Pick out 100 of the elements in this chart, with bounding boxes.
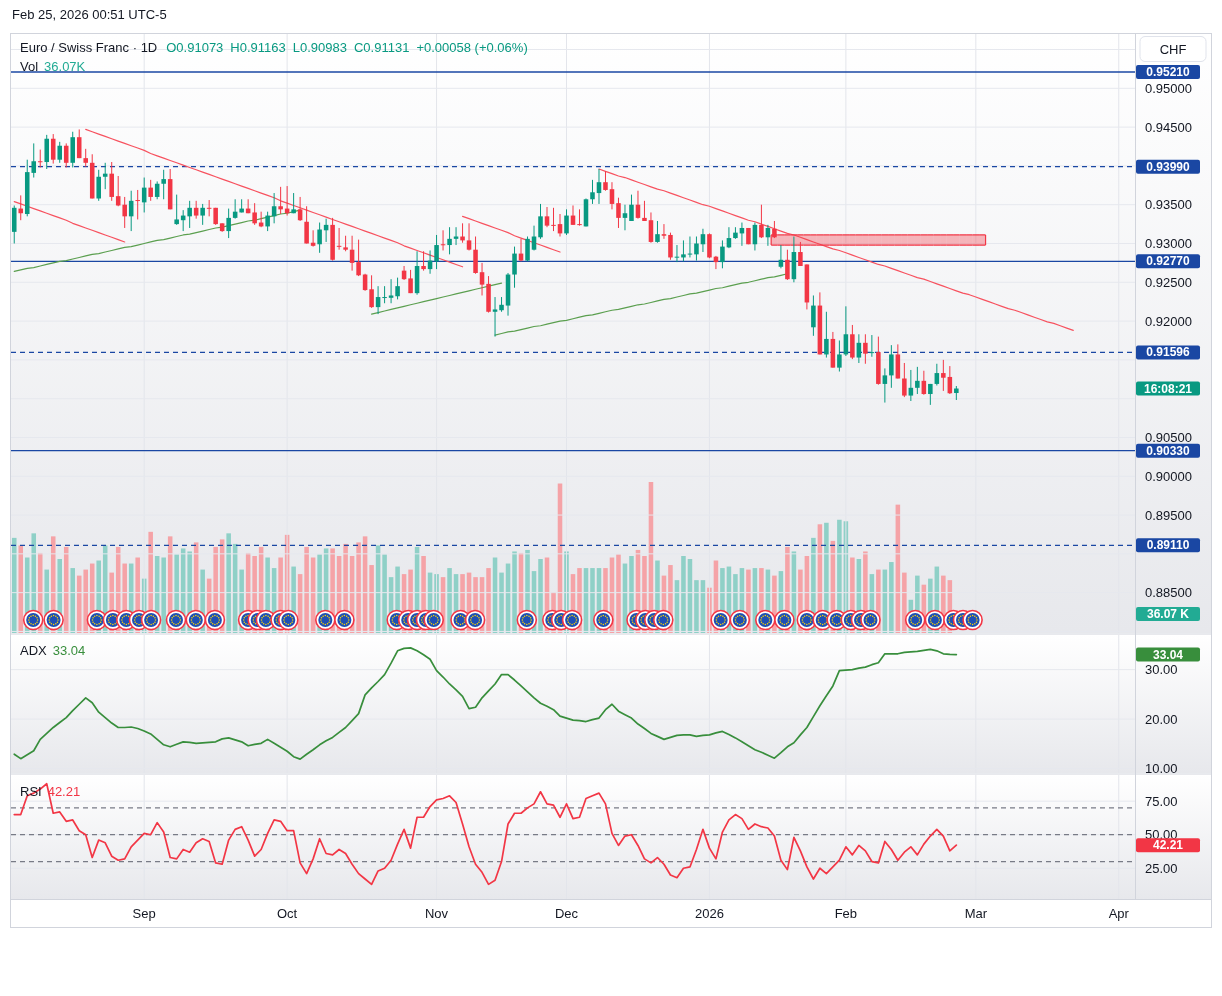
candlestick: [161, 169, 166, 200]
candlestick: [544, 206, 550, 228]
candlestick: [512, 246, 517, 289]
candlestick: [447, 226, 452, 255]
candlestick: [882, 367, 888, 404]
text: Vol: [20, 58, 39, 74]
y-tick-label: 0.88500: [1145, 585, 1192, 601]
y-tick-label: 20.00: [1145, 711, 1178, 727]
ref-line-label: 0.91596: [1146, 345, 1191, 360]
annotation: 36.07K: [44, 58, 86, 74]
candlestick: [50, 133, 56, 165]
bar: [11, 537, 17, 633]
candlestick: [759, 204, 764, 239]
bar: [889, 562, 894, 633]
candlestick: [96, 169, 101, 202]
bar: [512, 551, 517, 633]
candlestick: [382, 285, 387, 304]
candlestick: [525, 236, 530, 262]
bar: [18, 545, 24, 633]
candlestick: [356, 239, 361, 277]
candlestick: [473, 236, 478, 275]
candlestick: [57, 141, 62, 164]
candlestick: [564, 208, 569, 236]
candlestick: [148, 179, 153, 202]
candlestick: [388, 278, 394, 304]
annotation: C0.91131: [354, 39, 410, 55]
y-tick-label: 0.95000: [1145, 80, 1192, 96]
candlestick: [824, 311, 829, 359]
candlestick: [596, 168, 602, 205]
candlestick: [466, 222, 472, 251]
text: 42.21: [1152, 838, 1184, 853]
candlestick: [908, 369, 914, 402]
annotation: 42.21: [47, 783, 81, 799]
line-series: [85, 128, 464, 268]
candlestick: [681, 239, 686, 262]
annotation: 33.04: [52, 642, 86, 658]
candlestick: [135, 189, 140, 220]
bar: [304, 546, 309, 633]
candlestick: [479, 262, 485, 296]
y-tick-label: 0.92000: [1145, 313, 1192, 329]
candlestick: [616, 197, 621, 229]
candlestick: [317, 222, 322, 254]
candlestick: [252, 202, 257, 226]
candlestick: [902, 362, 907, 398]
line-series: [13, 201, 126, 243]
candlestick: [889, 344, 894, 389]
candlestick: [856, 333, 862, 364]
ref-line-label: 0.92770: [1146, 254, 1191, 269]
candlestick: [642, 200, 647, 222]
candlestick: [226, 208, 231, 239]
annotation: L0.90983: [292, 39, 348, 55]
candlestick: [304, 205, 309, 244]
candlestick: [44, 134, 50, 170]
y-tick-label: 0.90500: [1145, 429, 1192, 445]
candlestick: [811, 294, 816, 337]
candlestick: [421, 250, 426, 272]
text: Euro / Swiss Franc · 1D: [20, 39, 158, 55]
candlestick: [603, 170, 608, 192]
candlestick: [297, 196, 303, 222]
candlestick: [187, 200, 192, 229]
x-tick-label: Sep: [132, 905, 156, 921]
bar: [369, 565, 374, 633]
chart-subtitle: Feb 25, 2026 00:51 UTC-5: [12, 6, 167, 22]
y-tick-label: 0.94500: [1145, 119, 1192, 135]
line-series: [13, 647, 958, 760]
ref-line-label: 0.93990: [1146, 159, 1191, 174]
text: 33.04: [1152, 647, 1184, 662]
candlestick: [590, 179, 595, 205]
candlestick: [395, 277, 400, 300]
bar: [694, 580, 699, 633]
candlestick: [278, 186, 283, 215]
candlestick: [863, 333, 868, 365]
ref-line-label: 0.89110: [1146, 538, 1190, 553]
candlestick: [551, 207, 556, 232]
candlestick: [837, 339, 842, 373]
candlestick: [720, 239, 725, 269]
candlestick: [122, 196, 127, 229]
y-tick-label: 0.92500: [1145, 274, 1192, 290]
x-tick-label: Nov: [425, 905, 449, 921]
candlestick: [934, 363, 940, 386]
candlestick: [538, 203, 543, 240]
bar: [83, 569, 88, 633]
x-tick-label: Feb: [834, 905, 858, 921]
bar: [616, 554, 621, 633]
candlestick: [941, 359, 946, 392]
y-axis-title: CHF: [1159, 41, 1187, 57]
x-tick-label: 2026: [694, 905, 724, 921]
x-tick-label: Mar: [964, 905, 988, 921]
x-tick-label: Oct: [277, 905, 298, 921]
candlestick: [200, 203, 205, 226]
bar: [902, 572, 907, 633]
x-tick-label: Apr: [1108, 905, 1130, 921]
y-tick-label: 0.93500: [1145, 197, 1192, 213]
candlestick: [655, 220, 660, 244]
bar: [486, 568, 491, 633]
candlestick: [694, 236, 699, 262]
candlestick: [369, 274, 374, 309]
candlestick: [707, 232, 712, 259]
y-tick-label: 10.00: [1145, 761, 1178, 777]
bar: [590, 568, 595, 633]
